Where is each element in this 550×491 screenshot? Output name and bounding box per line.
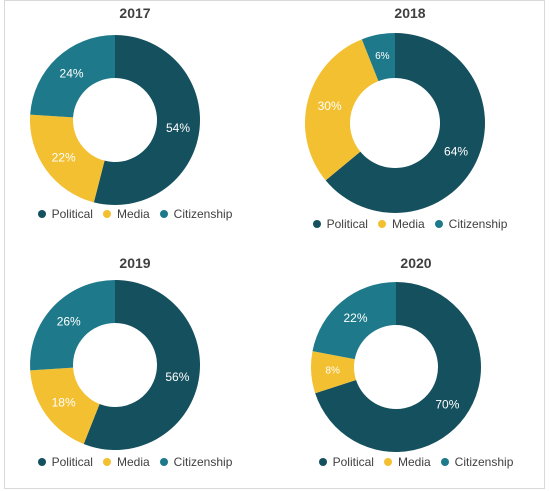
- legend-item-political: Political: [312, 217, 368, 231]
- legend-item-media: Media: [377, 217, 425, 231]
- slice-label-media: 8%: [325, 365, 340, 376]
- slice-label-citizenship: 22%: [344, 311, 368, 325]
- donut-panel-2020: 2020 70% 8% 22% Political Media Citizenship: [311, 255, 521, 485]
- slice-label-political: 64%: [444, 145, 468, 159]
- slice-citizenship: [29, 280, 115, 371]
- legend-dot-icon: [37, 210, 46, 218]
- slice-political: [83, 280, 200, 450]
- legend-label: Political: [51, 455, 93, 469]
- slice-label-citizenship: 26%: [57, 315, 81, 329]
- slice-citizenship: [361, 33, 395, 82]
- legend-item-citizenship: Citizenship: [159, 207, 233, 221]
- legend-item-citizenship: Citizenship: [440, 455, 514, 469]
- legend-label: Citizenship: [454, 455, 514, 469]
- legend: Political Media Citizenship: [30, 455, 240, 469]
- legend-dot-icon: [440, 458, 449, 466]
- panel-title: 2018: [394, 5, 426, 21]
- legend-dot-icon: [312, 220, 321, 228]
- legend-item-citizenship: Citizenship: [159, 455, 233, 469]
- legend-dot-icon: [37, 458, 46, 466]
- slice-citizenship: [312, 282, 396, 360]
- legend-item-media: Media: [383, 455, 431, 469]
- slice-label-political: 54%: [166, 121, 190, 135]
- legend-label: Media: [391, 217, 425, 231]
- legend-dot-icon: [377, 220, 386, 228]
- donut-panel-2017: 2017 54% 22% 24% Political Media Citizenship: [29, 5, 240, 235]
- legend-dot-icon: [434, 220, 443, 228]
- slice-citizenship: [30, 35, 116, 118]
- chart-frame: 2017 54% 22% 24% Political Media Citizenship…: [4, 0, 545, 489]
- slice-media: [305, 39, 379, 181]
- donut-chart: 54% 22% 24%: [29, 35, 200, 205]
- legend-item-political: Political: [37, 207, 93, 221]
- slice-political: [315, 282, 481, 452]
- legend-dot-icon: [383, 458, 392, 466]
- legend-label: Media: [116, 207, 150, 221]
- slice-political: [325, 33, 485, 214]
- slice-label-media: 18%: [52, 395, 76, 409]
- legend: Political Media Citizenship: [311, 455, 521, 469]
- legend-label: Political: [51, 207, 93, 221]
- legend-dot-icon: [102, 210, 111, 218]
- legend-dot-icon: [159, 458, 168, 466]
- slice-label-political: 70%: [435, 397, 459, 411]
- donut-chart: 70% 8% 22%: [311, 282, 481, 452]
- legend-item-political: Political: [318, 455, 374, 469]
- legend-label: Political: [326, 217, 368, 231]
- legend-label: Political: [332, 455, 374, 469]
- slice-media: [29, 114, 105, 203]
- legend-dot-icon: [102, 458, 111, 466]
- slice-label-political: 56%: [165, 370, 189, 384]
- donut-chart: 56% 18% 26%: [29, 280, 200, 450]
- legend-label: Citizenship: [448, 217, 508, 231]
- legend-dot-icon: [159, 210, 168, 218]
- slice-label-citizenship: 24%: [60, 67, 84, 81]
- slice-media: [311, 351, 357, 394]
- donut-chart: 64% 30% 6%: [305, 33, 485, 214]
- legend-item-citizenship: Citizenship: [434, 217, 508, 231]
- legend-item-media: Media: [102, 207, 150, 221]
- legend-item-political: Political: [37, 455, 93, 469]
- slice-label-media: 22%: [52, 150, 76, 164]
- panel-title: 2017: [119, 5, 151, 21]
- panel-title: 2020: [400, 255, 432, 271]
- legend-label: Media: [397, 455, 431, 469]
- donut-panel-2018: 2018 64% 30% 6% Political Media Citizenship: [305, 5, 515, 245]
- slice-political: [93, 35, 200, 205]
- legend-dot-icon: [318, 458, 327, 466]
- legend-label: Citizenship: [173, 207, 233, 221]
- legend: Political Media Citizenship: [305, 217, 515, 231]
- panel-title: 2019: [119, 255, 151, 271]
- slice-label-media: 30%: [318, 99, 342, 113]
- legend-label: Media: [116, 455, 150, 469]
- legend-item-media: Media: [102, 455, 150, 469]
- legend: Political Media Citizenship: [30, 207, 240, 221]
- slice-label-citizenship: 6%: [375, 51, 390, 62]
- donut-panel-2019: 2019 56% 18% 26% Political Media Citizenship: [29, 255, 240, 485]
- legend-label: Citizenship: [173, 455, 233, 469]
- slice-media: [30, 367, 100, 445]
